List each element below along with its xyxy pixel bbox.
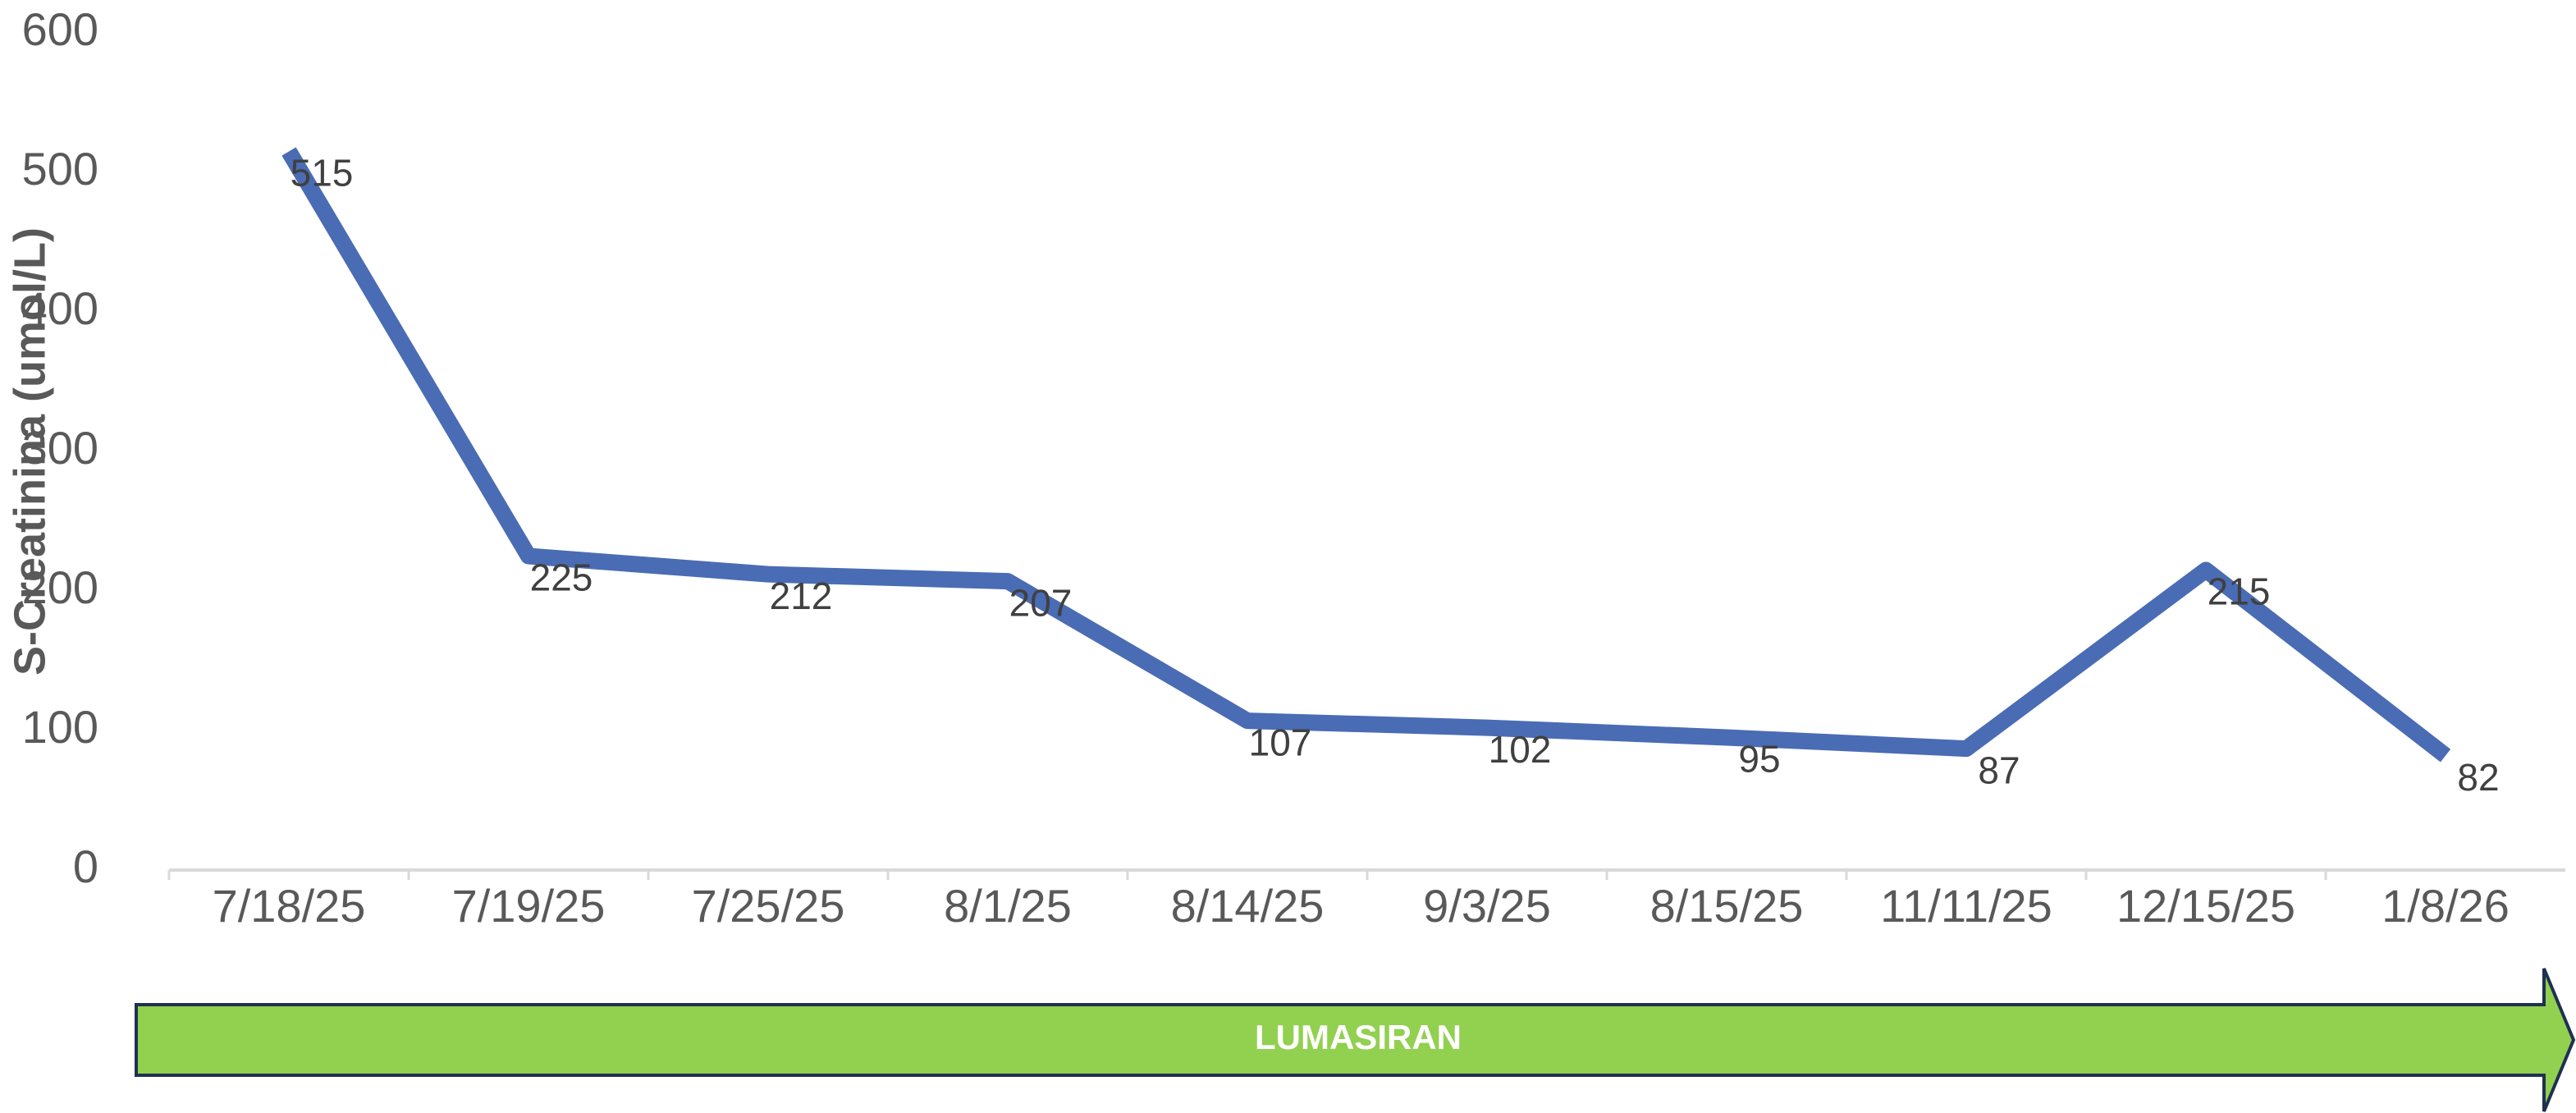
data-label: 95	[1738, 738, 1780, 781]
data-label: 515	[291, 152, 354, 195]
treatment-label: LUMASIRAN	[1255, 1018, 1462, 1056]
data-label: 225	[530, 556, 593, 599]
y-tick-label: 300	[22, 422, 98, 474]
data-label: 207	[1009, 581, 1073, 624]
x-tick-label: 9/3/25	[1423, 880, 1551, 932]
x-tick-label: 8/1/25	[944, 880, 1072, 932]
data-label: 87	[1978, 749, 2020, 791]
y-tick-label: 600	[22, 3, 98, 55]
data-label: 215	[2208, 570, 2271, 613]
x-tick-label: 8/15/25	[1650, 880, 1804, 932]
data-line	[281, 147, 2451, 763]
x-tick-label: 7/25/25	[692, 880, 845, 932]
y-tick-label: 400	[22, 282, 98, 334]
data-label: 82	[2457, 756, 2499, 799]
treatment-arrow	[135, 968, 2576, 1112]
y-axis-label: S-Creatinina (umol/L)	[5, 227, 54, 676]
y-tick-label: 500	[22, 143, 98, 195]
data-label: 212	[770, 575, 833, 617]
y-tick-label: 200	[22, 561, 98, 613]
x-tick-label: 8/14/25	[1171, 880, 1325, 932]
x-tick-label: 7/18/25	[213, 880, 366, 932]
x-tick-label: 7/19/25	[452, 880, 606, 932]
y-tick-label: 100	[22, 701, 98, 753]
x-tick-label: 12/15/25	[2116, 880, 2295, 932]
y-tick-label: 0	[73, 840, 98, 892]
data-label: 107	[1249, 721, 1312, 763]
x-tick-label: 11/11/25	[1880, 880, 2052, 932]
x-tick-label: 1/8/26	[2382, 880, 2510, 932]
data-label: 102	[1489, 728, 1552, 771]
